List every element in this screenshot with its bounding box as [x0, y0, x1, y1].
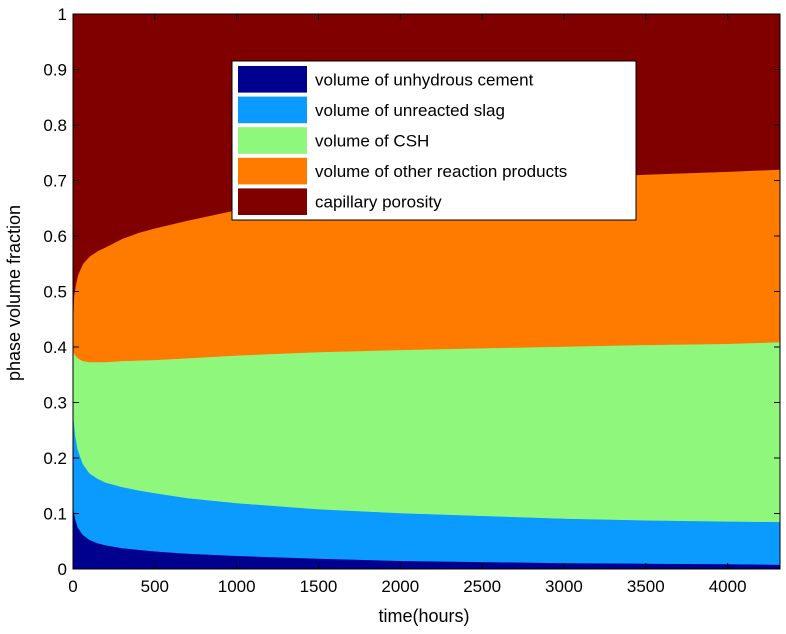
- area-volume-of-csh: [72, 341, 781, 523]
- tick-labels: 0 500 1000 1500 2000 2500 3000 3500 4000 0 0.1 0.2 0…: [43, 5, 746, 596]
- y-tick-label: 0.2: [43, 449, 67, 468]
- x-tick-label: 3000: [545, 577, 583, 596]
- x-tick-label: 1000: [218, 577, 256, 596]
- legend-label-volume-of-unhydrous-cement: volume of unhydrous cement: [315, 70, 534, 89]
- legend-label-volume-of-csh: volume of CSH: [315, 132, 429, 151]
- y-tick-label: 0.7: [43, 172, 67, 191]
- legend-label-capillary-porosity: capillary porosity: [315, 193, 442, 212]
- legend-swatch-capillary-porosity: [238, 188, 307, 215]
- legend-label-volume-of-unreacted-slag: volume of unreacted slag: [315, 101, 505, 120]
- y-tick-label: 0.4: [43, 338, 67, 357]
- y-tick-label: 1: [58, 5, 67, 24]
- legend-swatch-volume-of-csh: [238, 127, 307, 154]
- legend-label-volume-of-other-reaction-products: volume of other reaction products: [315, 162, 567, 181]
- legend-swatch-volume-of-other-reaction-products: [238, 157, 307, 185]
- x-tick-label: 0: [68, 577, 77, 596]
- y-tick-label: 0.9: [43, 61, 67, 80]
- legend-swatch-volume-of-unhydrous-cement: [238, 66, 307, 93]
- legend: volume of unhydrous cement volume of unre…: [231, 60, 637, 221]
- x-tick-label: 4000: [709, 577, 747, 596]
- x-axis-label: time(hours): [378, 606, 469, 626]
- y-axis-label: phase volume fraction: [4, 205, 24, 381]
- x-tick-label: 500: [141, 577, 169, 596]
- y-tick-label: 0.1: [43, 505, 67, 524]
- x-tick-label: 2000: [381, 577, 419, 596]
- legend-swatch-volume-of-unreacted-slag: [238, 96, 307, 124]
- x-tick-label: 1500: [300, 577, 338, 596]
- y-tick-label: 0.5: [43, 283, 67, 302]
- y-tick-label: 0: [58, 560, 67, 579]
- x-tick-label: 3500: [627, 577, 665, 596]
- y-tick-label: 0.8: [43, 116, 67, 135]
- y-tick-label: 0.6: [43, 227, 67, 246]
- x-tick-label: 2500: [463, 577, 501, 596]
- axes: [72, 13, 781, 570]
- y-tick-label: 0.3: [43, 394, 67, 413]
